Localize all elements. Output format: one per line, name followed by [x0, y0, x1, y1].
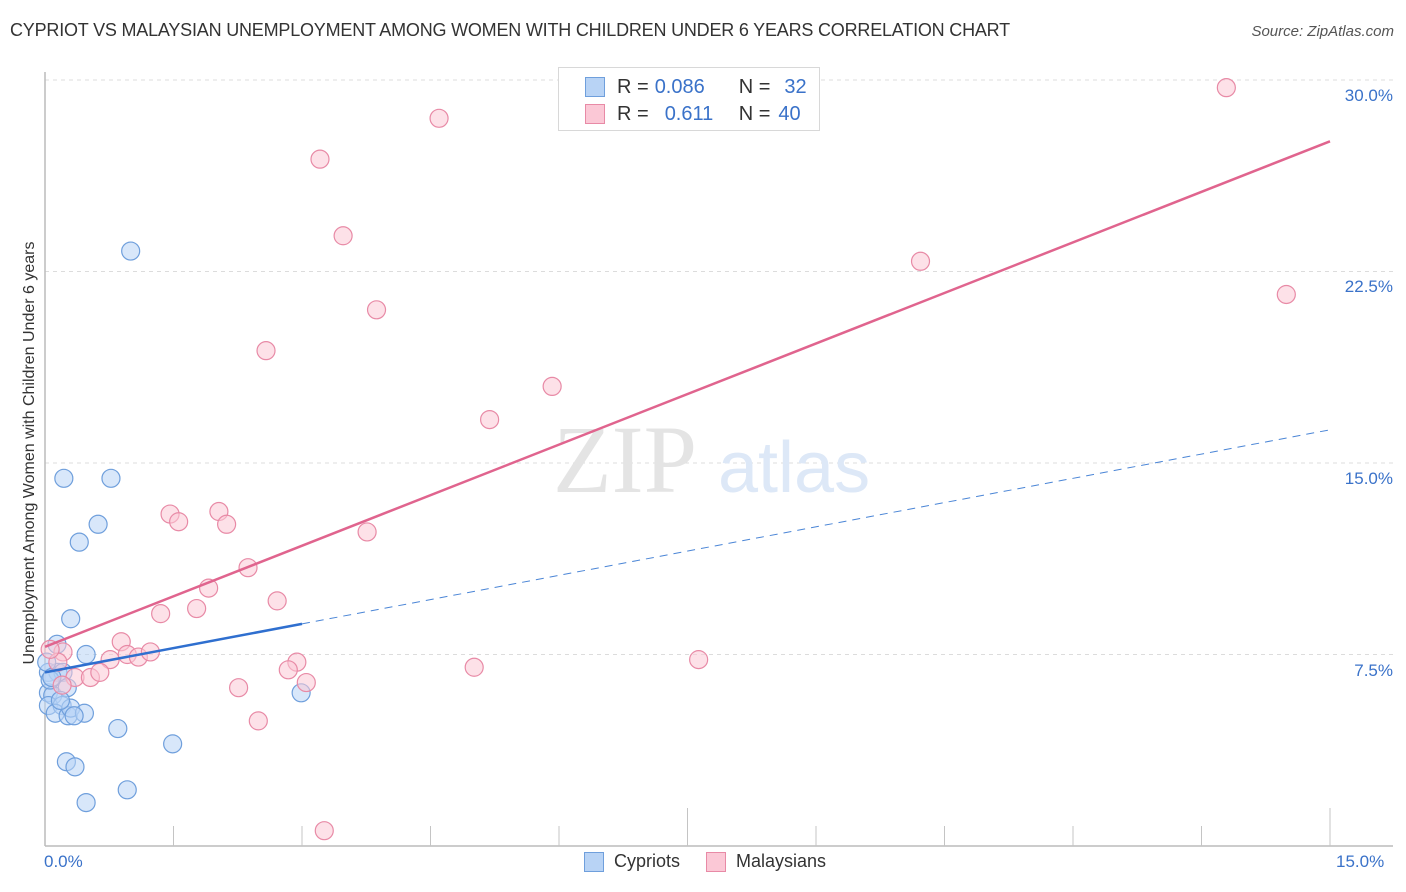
legend-item-malaysians[interactable]: Malaysians: [706, 851, 826, 872]
cypriot-point: [64, 706, 84, 726]
malaysians-swatch: [585, 104, 605, 124]
malaysian-point: [169, 512, 189, 532]
y-axis-label: Unemployment Among Women with Children U…: [21, 241, 38, 665]
n-value: 40: [778, 102, 801, 125]
malaysian-point: [256, 341, 276, 361]
malaysian-point: [1276, 284, 1296, 305]
cypriot-point: [88, 514, 108, 534]
malaysian-point: [151, 604, 171, 624]
source-credit: Source: ZipAtlas.com: [1251, 23, 1394, 40]
r-label: R =: [617, 75, 649, 98]
cypriot-point: [69, 532, 89, 552]
malaysian-point: [542, 376, 562, 396]
malaysian-point: [366, 300, 387, 320]
cypriot-point: [108, 718, 128, 739]
legend-item-cypriots[interactable]: Cypriots: [584, 851, 680, 872]
cypriot-point: [54, 468, 74, 488]
malaysian-point: [480, 409, 500, 430]
correlation-legend: R = 0.086 N = 32 R = 0.611 N = 40: [558, 67, 820, 131]
cypriot-point: [61, 609, 81, 629]
cypriot-point: [76, 644, 96, 665]
malaysians-swatch: [706, 851, 727, 872]
malaysian-point: [333, 226, 353, 246]
svg-text:atlas: atlas: [718, 428, 870, 508]
cypriot-point: [117, 780, 137, 800]
n-label: N =: [738, 75, 771, 98]
malaysian-point: [310, 149, 330, 169]
malaysian-point: [248, 711, 268, 731]
malaysian-point: [278, 660, 298, 680]
malaysian-point: [314, 821, 334, 841]
n-label: N =: [738, 102, 771, 125]
cypriot-point: [101, 468, 121, 488]
cypriot-point: [65, 757, 85, 777]
malaysian-point: [910, 251, 931, 271]
malaysian-point: [689, 650, 709, 670]
malaysian-point: [187, 598, 207, 619]
x-tick-15: 15.0%: [1336, 852, 1385, 871]
x-tick-0: 0.0%: [44, 852, 83, 871]
cypriots-swatch: [585, 77, 605, 97]
malaysian-point: [429, 108, 449, 128]
legend-label: Cypriots: [614, 851, 681, 871]
chart-title: CYPRIOT VS MALAYSIAN UNEMPLOYMENT AMONG …: [10, 20, 1010, 40]
malaysian-point: [52, 675, 72, 695]
legend-row-malaysians: R = 0.611 N = 40: [585, 102, 801, 126]
r-value: 0.086: [654, 75, 705, 98]
malaysian-point: [296, 672, 316, 693]
cypriot-point: [163, 734, 183, 754]
y-tick-30: 30.0%: [1344, 86, 1393, 105]
cypriot-point: [121, 241, 141, 261]
malaysians-trendline: [44, 140, 1331, 649]
cypriots-swatch: [584, 851, 604, 872]
r-value: 0.611: [664, 102, 714, 125]
malaysian-point: [217, 514, 237, 534]
cypriots-trendline: [44, 622, 303, 674]
zipatlas-watermark: ZIP atlas: [553, 406, 870, 513]
cypriots-trendline-extension: [301, 429, 1331, 625]
legend-row-cypriots: R = 0.086 N = 32: [585, 75, 807, 99]
cypriot-point: [76, 792, 96, 813]
svg-text:ZIP: ZIP: [553, 406, 697, 513]
n-value: 32: [784, 75, 807, 98]
malaysian-point: [357, 522, 377, 542]
malaysian-point: [267, 591, 287, 611]
r-label: R =: [617, 102, 649, 125]
series-legend: Cypriots Malaysians: [584, 851, 852, 872]
malaysian-point: [464, 657, 484, 677]
y-tick-7-5: 7.5%: [1354, 661, 1393, 680]
legend-label: Malaysians: [736, 851, 827, 871]
malaysian-point: [1216, 78, 1236, 98]
y-tick-22-5: 22.5%: [1344, 277, 1393, 296]
y-tick-15: 15.0%: [1344, 469, 1393, 488]
malaysian-point: [90, 662, 110, 682]
malaysian-point: [40, 639, 60, 659]
malaysian-point: [229, 678, 249, 698]
